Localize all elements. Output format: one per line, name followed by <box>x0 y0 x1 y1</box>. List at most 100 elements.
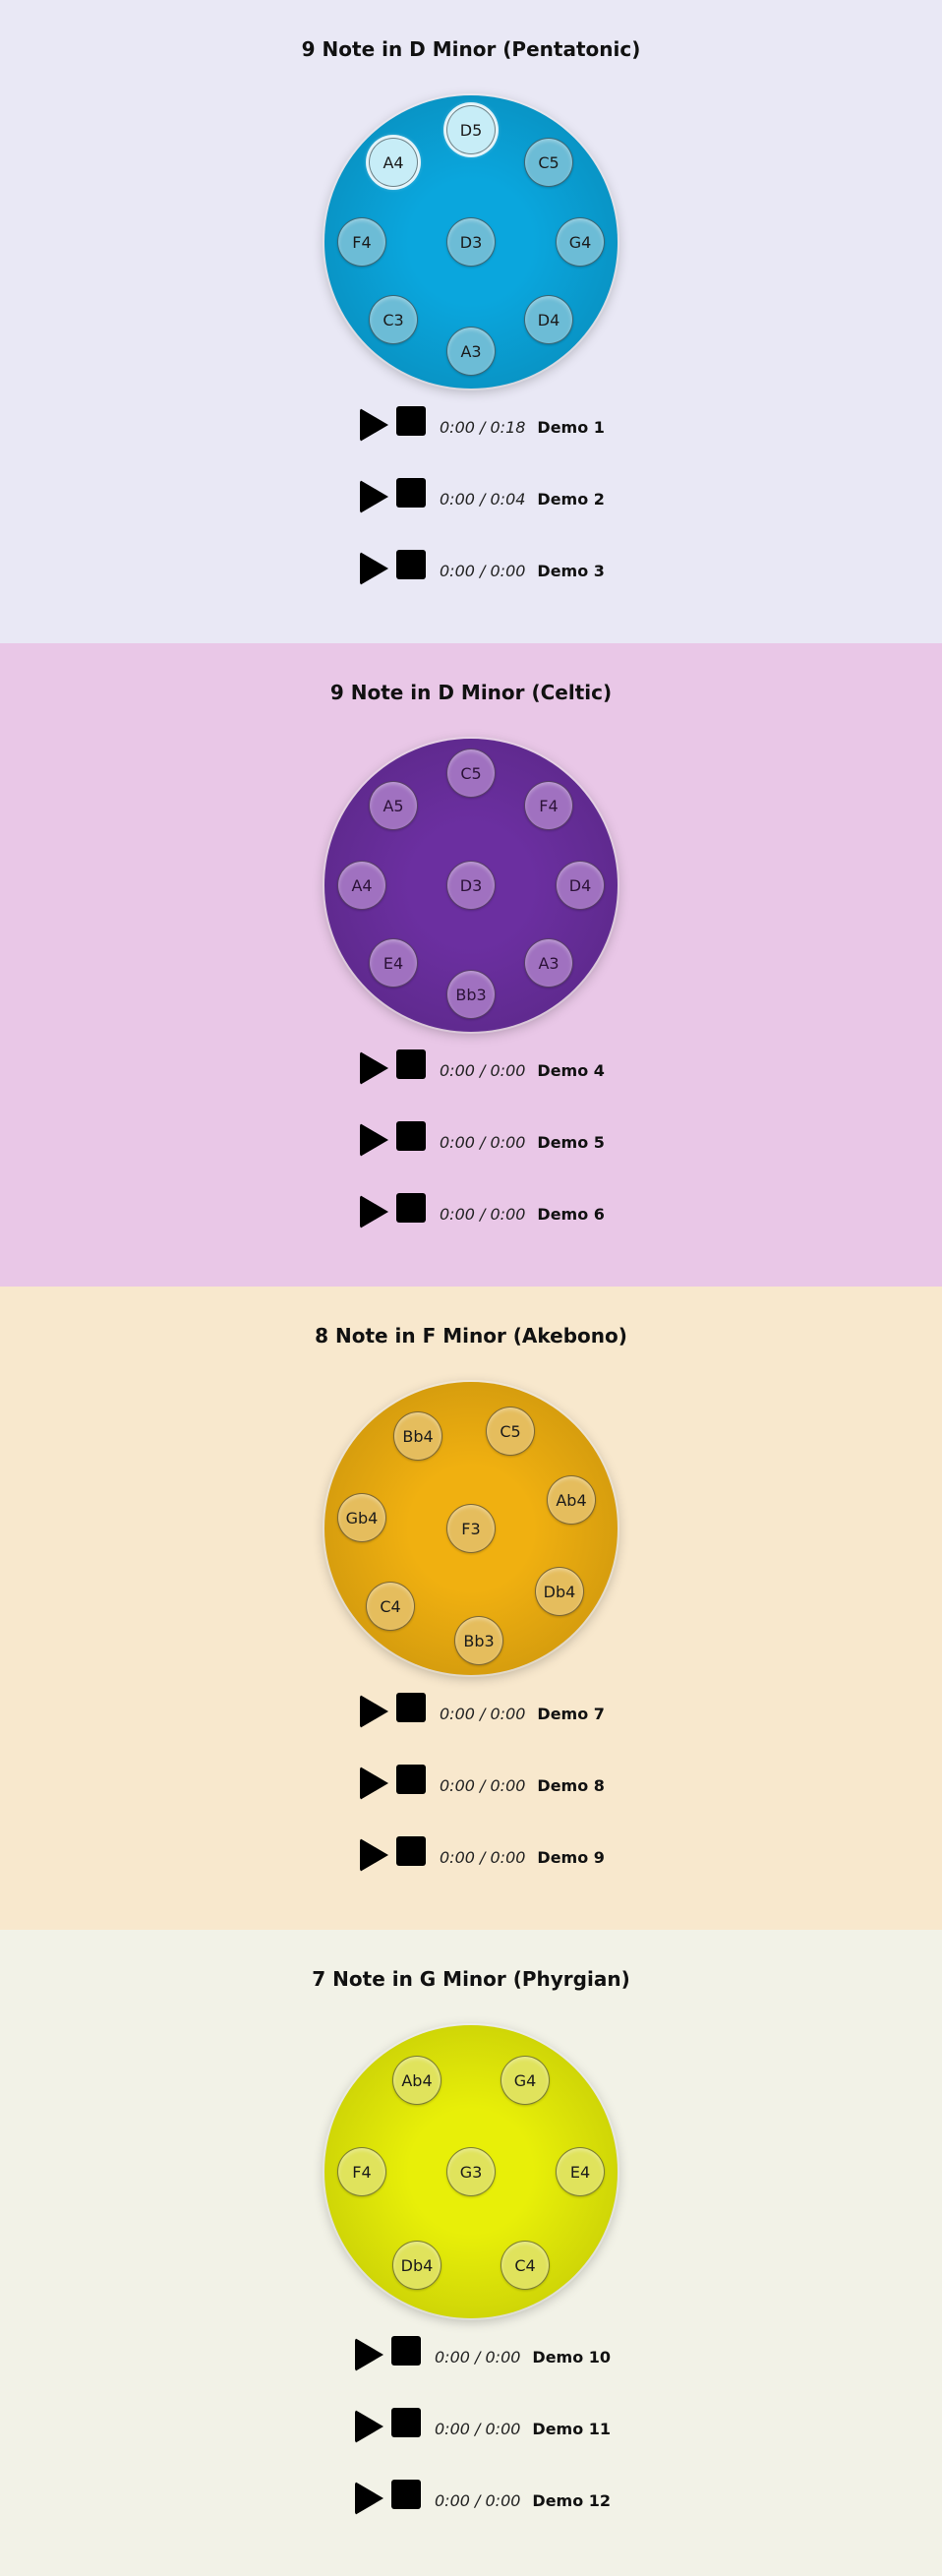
time-readout: 0:00 / 0:18 <box>440 417 526 437</box>
audio-player: 0:00 / 0:00 Demo 9 <box>360 1835 605 1875</box>
time-readout: 0:00 / 0:00 <box>440 1060 526 1080</box>
note-pad-center[interactable]: D3 <box>446 217 496 267</box>
note-pad[interactable]: D4 <box>524 295 573 344</box>
note-pad[interactable]: C5 <box>486 1407 535 1456</box>
stop-icon[interactable] <box>391 2480 421 2509</box>
note-pad-center[interactable]: D3 <box>446 861 496 910</box>
play-icon[interactable] <box>355 2410 383 2443</box>
audio-player: 0:00 / 0:00 Demo 5 <box>360 1120 605 1160</box>
audio-player: 0:00 / 0:00 Demo 10 <box>355 2335 611 2374</box>
play-icon[interactable] <box>355 2338 383 2371</box>
stop-icon[interactable] <box>396 1693 426 1722</box>
note-pad-center[interactable]: F3 <box>446 1504 496 1553</box>
section-title: 8 Note in F Minor (Akebono) <box>315 1324 627 1348</box>
note-pad[interactable]: F4 <box>337 2147 386 2196</box>
time-readout: 0:00 / 0:00 <box>440 561 526 580</box>
stop-icon[interactable] <box>396 1193 426 1223</box>
note-pad[interactable]: D5 <box>446 105 496 154</box>
audio-player: 0:00 / 0:00 Demo 7 <box>360 1692 605 1731</box>
note-pad[interactable]: A4 <box>337 861 386 910</box>
note-pad[interactable]: F4 <box>337 217 386 267</box>
time-readout: 0:00 / 0:00 <box>440 1132 526 1152</box>
time-readout: 0:00 / 0:00 <box>440 1847 526 1867</box>
scale-section-g-minor-phrygian: 7 Note in G Minor (Phyrgian) G4 E4 C4 Db… <box>0 1930 942 2576</box>
play-icon[interactable] <box>360 1051 388 1085</box>
note-pad[interactable]: Ab4 <box>547 1475 596 1525</box>
play-icon[interactable] <box>360 408 388 442</box>
demo-label: Demo 6 <box>537 1204 605 1224</box>
demo-label: Demo 2 <box>537 489 605 509</box>
time-readout: 0:00 / 0:00 <box>440 1204 526 1224</box>
demo-label: Demo 12 <box>532 2490 612 2510</box>
section-title: 7 Note in G Minor (Phyrgian) <box>312 1967 630 1991</box>
audio-player: 0:00 / 0:00 Demo 4 <box>360 1048 605 1088</box>
play-icon[interactable] <box>355 2482 383 2515</box>
note-pad[interactable]: C5 <box>524 138 573 187</box>
audio-player: 0:00 / 0:00 Demo 8 <box>360 1764 605 1803</box>
scale-section-d-minor-celtic: 9 Note in D Minor (Celtic) C5 F4 D4 A3 B… <box>0 643 942 1287</box>
note-pad[interactable]: D4 <box>556 861 605 910</box>
audio-player: 0:00 / 0:00 Demo 12 <box>355 2479 611 2518</box>
stop-icon[interactable] <box>396 478 426 508</box>
note-pad[interactable]: A3 <box>524 938 573 988</box>
tongue-drum: G4 E4 C4 Db4 F4 Ab4 G3 <box>324 2025 618 2318</box>
demo-label: Demo 7 <box>537 1704 605 1723</box>
tongue-drum: D5 C5 G4 D4 A3 C3 F4 A4 D3 <box>324 95 618 389</box>
play-icon[interactable] <box>360 1767 388 1800</box>
note-pad[interactable]: G4 <box>500 2056 550 2105</box>
note-pad[interactable]: A3 <box>446 327 496 376</box>
play-icon[interactable] <box>360 552 388 585</box>
time-readout: 0:00 / 0:00 <box>435 2490 521 2510</box>
note-pad[interactable]: Bb3 <box>454 1616 503 1665</box>
time-readout: 0:00 / 0:04 <box>440 489 526 509</box>
note-pad[interactable]: G4 <box>556 217 605 267</box>
stop-icon[interactable] <box>396 1049 426 1079</box>
play-icon[interactable] <box>360 1123 388 1157</box>
tongue-drum: C5 F4 D4 A3 Bb3 E4 A4 A5 D3 <box>324 739 618 1032</box>
play-icon[interactable] <box>360 1838 388 1872</box>
note-pad[interactable]: A4 <box>369 138 418 187</box>
time-readout: 0:00 / 0:00 <box>435 2347 521 2366</box>
play-icon[interactable] <box>360 480 388 513</box>
note-pad[interactable]: Gb4 <box>337 1493 386 1542</box>
demo-label: Demo 4 <box>537 1060 605 1080</box>
note-pad[interactable]: Bb4 <box>393 1411 442 1461</box>
note-pad[interactable]: F4 <box>524 781 573 830</box>
scale-section-d-minor-pentatonic: 9 Note in D Minor (Pentatonic) D5 C5 G4 … <box>0 0 942 643</box>
note-pad[interactable]: C3 <box>369 295 418 344</box>
note-pad[interactable]: C4 <box>366 1582 415 1631</box>
stop-icon[interactable] <box>396 1836 426 1866</box>
note-pad[interactable]: A5 <box>369 781 418 830</box>
demo-label: Demo 5 <box>537 1132 605 1152</box>
stop-icon[interactable] <box>396 406 426 436</box>
demo-label: Demo 8 <box>537 1775 605 1795</box>
section-title: 9 Note in D Minor (Celtic) <box>329 681 613 704</box>
play-icon[interactable] <box>360 1195 388 1228</box>
demo-label: Demo 10 <box>532 2347 612 2366</box>
note-pad[interactable]: E4 <box>556 2147 605 2196</box>
demo-label: Demo 1 <box>537 417 605 437</box>
audio-player: 0:00 / 0:00 Demo 11 <box>355 2407 611 2446</box>
tongue-drum: C5 Ab4 Db4 Bb3 C4 Gb4 Bb4 F3 <box>324 1382 618 1675</box>
audio-player: 0:00 / 0:04 Demo 2 <box>360 477 605 516</box>
note-pad[interactable]: E4 <box>369 938 418 988</box>
note-pad[interactable]: Bb3 <box>446 970 496 1019</box>
stop-icon[interactable] <box>391 2408 421 2437</box>
note-pad[interactable]: C5 <box>446 749 496 798</box>
audio-player: 0:00 / 0:00 Demo 6 <box>360 1192 605 1231</box>
note-pad[interactable]: Db4 <box>392 2241 442 2290</box>
play-icon[interactable] <box>360 1695 388 1728</box>
stop-icon[interactable] <box>391 2336 421 2366</box>
note-pad-center[interactable]: G3 <box>446 2147 496 2196</box>
time-readout: 0:00 / 0:00 <box>440 1704 526 1723</box>
time-readout: 0:00 / 0:00 <box>435 2419 521 2438</box>
stop-icon[interactable] <box>396 550 426 579</box>
section-title: 9 Note in D Minor (Pentatonic) <box>301 37 641 61</box>
note-pad[interactable]: C4 <box>500 2241 550 2290</box>
stop-icon[interactable] <box>396 1765 426 1794</box>
demo-label: Demo 3 <box>537 561 605 580</box>
note-pad[interactable]: Db4 <box>535 1567 584 1616</box>
stop-icon[interactable] <box>396 1121 426 1151</box>
note-pad[interactable]: Ab4 <box>392 2056 442 2105</box>
audio-player: 0:00 / 0:18 Demo 1 <box>360 405 605 445</box>
